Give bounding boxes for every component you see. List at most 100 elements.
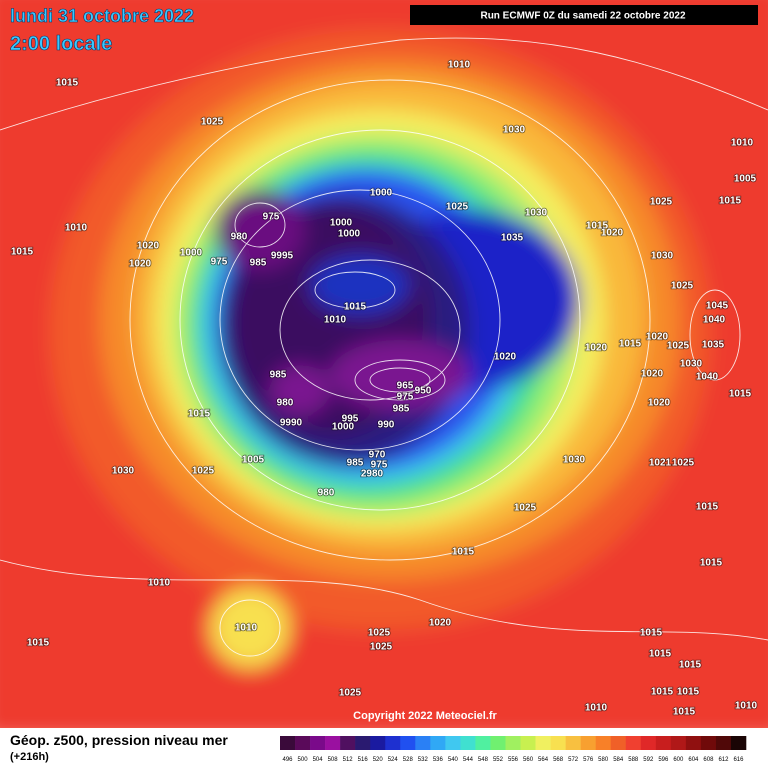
pressure-label: 1025 xyxy=(446,202,469,213)
pressure-label: 1025 xyxy=(514,503,537,514)
pressure-label: 985 xyxy=(250,258,267,269)
pressure-label: 1020 xyxy=(641,369,664,380)
pressure-label: 1025 xyxy=(370,642,393,653)
run-info: Run ECMWF 0Z du samedi 22 octobre 2022 xyxy=(480,11,685,22)
legend-label: 592 xyxy=(643,757,654,763)
legend-label: 560 xyxy=(523,757,534,763)
pressure-label: 1030 xyxy=(503,125,526,136)
legend-label: 580 xyxy=(598,757,609,763)
legend-swatch xyxy=(685,736,702,750)
pressure-label: 1025 xyxy=(650,197,673,208)
pressure-label: 1010 xyxy=(585,703,608,714)
pressure-label: 2980 xyxy=(361,469,384,480)
pressure-label: 1010 xyxy=(148,578,171,589)
pressure-label: 1015 xyxy=(679,660,702,671)
pressure-label: 9995 xyxy=(271,251,294,262)
run-box xyxy=(410,5,758,25)
pressure-label: 975 xyxy=(371,460,388,471)
pressure-label: 1035 xyxy=(501,233,524,244)
pressure-label: 990 xyxy=(378,420,395,431)
pressure-label: 1015 xyxy=(640,628,663,639)
legend-label: 504 xyxy=(313,757,324,763)
pressure-label: 1030 xyxy=(680,359,703,370)
legend-label: 600 xyxy=(673,757,684,763)
pressure-label: 1010 xyxy=(65,223,88,234)
legend-swatch xyxy=(535,736,551,750)
legend-label: 568 xyxy=(553,757,564,763)
pressure-label: 975 xyxy=(263,212,280,223)
pressure-label: 965 xyxy=(397,381,414,392)
legend-label: 516 xyxy=(358,757,369,763)
pressure-label: 1020 xyxy=(494,352,517,363)
legend-label: 548 xyxy=(478,757,489,763)
pressure-label: 1015 xyxy=(729,389,752,400)
legend-label: 584 xyxy=(613,757,624,763)
pressure-label: 1015 xyxy=(188,409,211,420)
legend-swatch xyxy=(550,736,566,750)
pressure-label: 1021 xyxy=(649,458,672,469)
pressure-label: 1015 xyxy=(719,196,742,207)
pressure-label: 1025 xyxy=(667,341,690,352)
pressure-label: 1025 xyxy=(339,688,362,699)
legend-swatch xyxy=(295,736,311,750)
legend-label: 512 xyxy=(343,757,354,763)
pressure-label: 1020 xyxy=(648,398,671,409)
pressure-label: 1015 xyxy=(649,649,672,660)
isobars xyxy=(0,37,768,657)
pressure-label: 1020 xyxy=(129,259,152,270)
pressure-label: 1025 xyxy=(368,628,391,639)
legend-swatch xyxy=(715,736,732,750)
pressure-label: 1010 xyxy=(324,315,347,326)
legend-label: 588 xyxy=(628,757,639,763)
pressure-label: 1005 xyxy=(242,455,265,466)
legend-label: 552 xyxy=(493,757,504,763)
legend-swatch xyxy=(310,736,326,750)
legend-swatch xyxy=(580,736,596,750)
pressure-label: 1045 xyxy=(706,301,729,312)
pressure-label: 1020 xyxy=(585,343,608,354)
legend-swatch xyxy=(520,736,536,750)
lead-time: (+216h) xyxy=(10,751,49,763)
pressure-label: 1000 xyxy=(330,218,353,229)
legend-label: 544 xyxy=(463,757,474,763)
pressure-label: 985 xyxy=(393,404,410,415)
legend-label: 524 xyxy=(388,757,399,763)
pressure-label: 1015 xyxy=(673,707,696,718)
pressure-label: 1025 xyxy=(671,281,694,292)
map-title: lundi 31 octobre 2022 xyxy=(10,6,194,26)
pressure-label: 1000 xyxy=(370,188,393,199)
legend-swatch xyxy=(730,736,747,750)
pressure-label: 1015 xyxy=(11,247,34,258)
footer-title: Géop. z500, pression niveau mer xyxy=(10,732,228,748)
legend-swatch xyxy=(640,736,657,750)
pressure-label: 985 xyxy=(347,458,364,469)
pressure-label: 1015 xyxy=(344,302,367,313)
legend-label: 508 xyxy=(328,757,339,763)
pressure-label: 1015 xyxy=(452,547,475,558)
legend-swatch xyxy=(595,736,612,750)
pressure-label: 980 xyxy=(231,232,248,243)
pressure-label: 975 xyxy=(397,392,414,403)
legend-label: 536 xyxy=(433,757,444,763)
legend-label: 616 xyxy=(733,757,744,763)
pressure-label: 980 xyxy=(277,398,294,409)
pressure-label: 1030 xyxy=(525,208,548,219)
legend-label: 572 xyxy=(568,757,579,763)
z500-field xyxy=(0,0,768,740)
local-time: 2:00 locale xyxy=(10,33,112,55)
pressure-label: 1020 xyxy=(601,228,624,239)
legend-label: 496 xyxy=(283,757,294,763)
legend-swatch xyxy=(610,736,627,750)
legend-swatch xyxy=(385,736,401,750)
pressure-label: 1010 xyxy=(731,138,754,149)
legend-label: 556 xyxy=(508,757,519,763)
legend-label: 540 xyxy=(448,757,459,763)
legend-label: 528 xyxy=(403,757,414,763)
legend-swatch xyxy=(700,736,717,750)
legend-swatch xyxy=(655,736,672,750)
pressure-label: 1030 xyxy=(112,466,135,477)
pressure-label: 1000 xyxy=(180,248,203,259)
pressure-label: 970 xyxy=(369,450,386,461)
pressure-label: 1015 xyxy=(27,638,50,649)
